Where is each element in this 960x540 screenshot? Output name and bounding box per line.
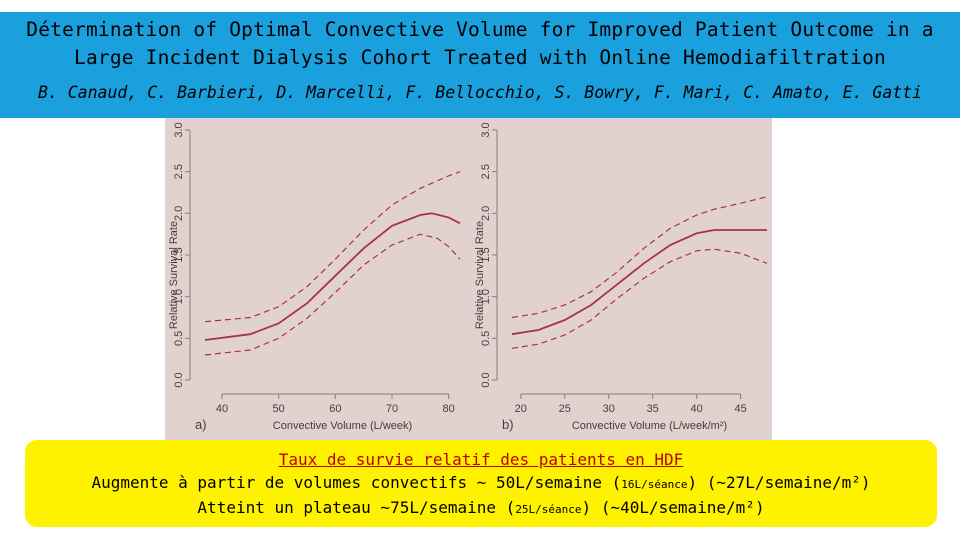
callout-line-2-b: 16L/séance [621,478,688,491]
x-tick-label: 25 [559,403,571,415]
callout-line-2-c: ) (~27L/semaine/m²) [687,473,871,492]
title-banner [0,12,960,118]
y-tick-label: 2.5 [480,164,492,179]
estimate-curve [204,212,461,341]
y-tick-label: 1.0 [480,289,492,304]
y-tick-label: 3.0 [480,122,492,137]
callout-text: Taux de survie relatif des patients en H… [25,448,937,521]
title-line-1: Détermination of Optimal Convective Volu… [26,18,934,41]
x-tick-label: 20 [515,403,527,415]
slide-title: Détermination of Optimal Convective Volu… [0,16,960,72]
callout-line-2-a: Augmente à partir de volumes convectifs … [91,473,622,492]
callout-heading: Taux de survie relatif des patients en H… [278,450,684,469]
charts-svg: 0.0 0.5 1.0 1.5 2.0 2.5 3.0 40 50 60 70 80 Convectiv… [168,122,768,432]
chart-photo: 0.0 0.5 1.0 1.5 2.0 2.5 3.0 40 50 60 70 80 Convectiv… [165,118,772,442]
x-tick-label: 80 [443,403,455,415]
x-axis-label: Convective Volume (L/week/m²) [572,420,727,432]
estimate-curve [511,229,767,336]
panel-label: b) [502,417,514,432]
confidence-band-curve [511,196,768,319]
y-axis-label: Relative Survival Rate [168,221,180,329]
y-axis-label: Relative Survival Rate [474,221,486,329]
title-line-2: Large Incident Dialysis Cohort Treated w… [74,46,886,69]
x-tick-label: 45 [734,403,746,415]
callout-line-3: Atteint un plateau ~75L/semaine (25L/séa… [25,496,937,521]
y-tick-label: 0.0 [173,372,185,387]
y-tick-label: 2.0 [173,206,185,221]
confidence-band-curve [204,233,461,356]
callout-line-3-a: Atteint un plateau ~75L/semaine ( [197,498,516,517]
callout-line-2: Augmente à partir de volumes convectifs … [25,471,937,496]
y-tick-label: 1.5 [173,247,185,262]
y-tick-label: 0.0 [480,372,492,387]
x-tick-label: 35 [647,403,659,415]
y-tick-label: 2.5 [173,164,185,179]
callout-line-3-c: ) (~40L/semaine/m²) [581,498,765,517]
x-tick-label: 40 [216,403,228,415]
authors: B. Canaud, C. Barbieri, D. Marcelli, F. … [37,83,923,102]
callout-box [25,440,937,527]
confidence-band-curve [511,248,768,349]
y-tick-label: 2.0 [480,206,492,221]
panel-label: a) [195,417,207,432]
y-tick-label: 1.0 [173,289,185,304]
confidence-band-curve [204,171,461,323]
y-tick-label: 3.0 [173,122,185,137]
y-tick-label: 0.5 [173,331,185,346]
y-tick-label: 1.5 [480,247,492,262]
x-tick-label: 50 [273,403,285,415]
x-tick-label: 40 [691,403,703,415]
x-tick-label: 70 [386,403,398,415]
x-tick-label: 30 [603,403,615,415]
x-axis-label: Convective Volume (L/week) [273,420,412,432]
y-tick-label: 0.5 [480,331,492,346]
x-tick-label: 60 [329,403,341,415]
callout-line-3-b: 25L/séance [515,503,582,516]
